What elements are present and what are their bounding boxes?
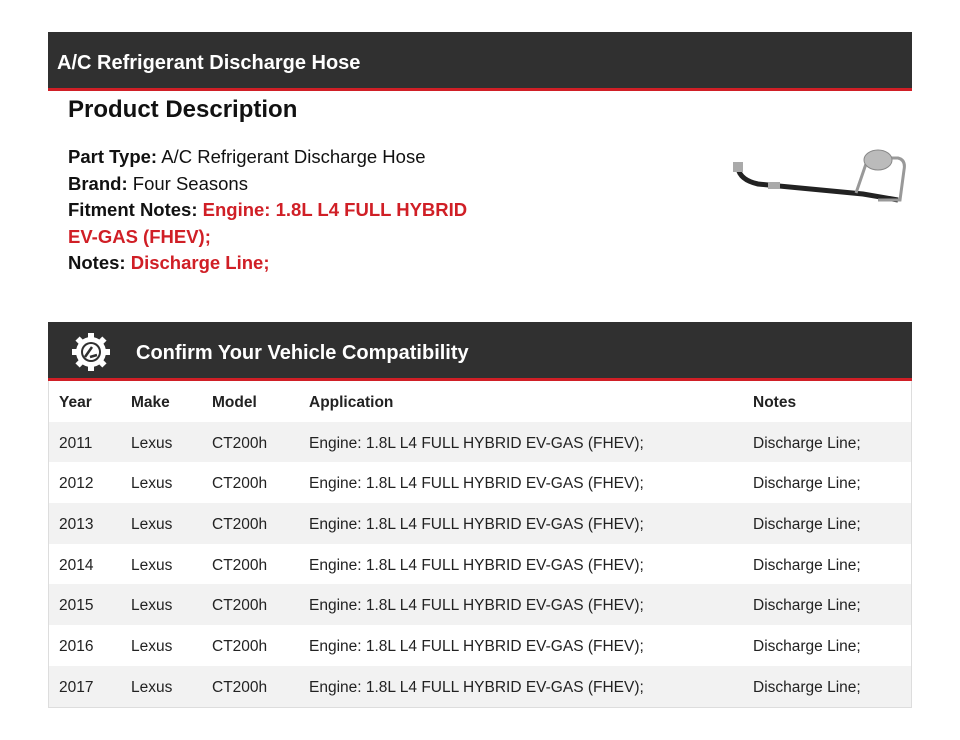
notes-line: Notes: Discharge Line; xyxy=(68,250,468,277)
cell-model: CT200h xyxy=(212,678,268,696)
cell-notes: Discharge Line; xyxy=(753,516,861,534)
cell-make: Lexus xyxy=(131,678,173,696)
cell-model: CT200h xyxy=(212,475,268,493)
cell-application: Engine: 1.8L L4 FULL HYBRID EV-GAS (FHEV… xyxy=(309,597,644,615)
col-application: Application xyxy=(309,394,394,411)
cell-notes: Discharge Line; xyxy=(753,638,861,656)
cell-year: 2017 xyxy=(59,678,94,696)
fitment-line: Fitment Notes: Engine: 1.8L L4 FULL HYBR… xyxy=(68,197,468,250)
cell-notes: Discharge Line; xyxy=(753,597,861,615)
col-make: Make xyxy=(131,394,170,411)
part-type-label: Part Type: xyxy=(68,146,158,167)
table-row: 2016 Lexus CT200h Engine: 1.8L L4 FULL HYBR… xyxy=(49,625,911,666)
col-year: Year xyxy=(59,394,92,411)
cell-application: Engine: 1.8L L4 FULL HYBRID EV-GAS (FHEV… xyxy=(309,434,644,452)
cell-make: Lexus xyxy=(131,516,173,534)
product-title: A/C Refrigerant Discharge Hose xyxy=(57,52,361,74)
cell-make: Lexus xyxy=(131,475,173,493)
product-image xyxy=(733,149,906,203)
cell-notes: Discharge Line; xyxy=(753,434,861,452)
table-header: Year Make Model Application Notes xyxy=(49,381,911,422)
table-row: 2012 Lexus CT200h Engine: 1.8L L4 FULL HYBR… xyxy=(49,462,911,503)
col-notes: Notes xyxy=(753,394,797,411)
notes-value: Discharge Line; xyxy=(130,252,270,273)
cell-application: Engine: 1.8L L4 FULL HYBRID EV-GAS (FHEV… xyxy=(309,556,644,574)
cell-year: 2015 xyxy=(59,597,94,615)
cell-make: Lexus xyxy=(131,434,173,452)
col-model: Model xyxy=(212,394,257,411)
compatibility-title: Confirm Your Vehicle Compatibility xyxy=(136,342,469,364)
cell-model: CT200h xyxy=(212,597,268,615)
compatibility-bar: Confirm Your Vehicle Compatibility xyxy=(48,322,912,381)
cell-notes: Discharge Line; xyxy=(753,678,861,696)
notes-label: Notes: xyxy=(68,252,126,273)
table-row: 2014 Lexus CT200h Engine: 1.8L L4 FULL HYBR… xyxy=(49,544,911,585)
description-heading: Product Description xyxy=(68,96,298,123)
part-type-line: Part Type: A/C Refrigerant Discharge Hos… xyxy=(68,144,468,171)
cell-make: Lexus xyxy=(131,556,173,574)
cell-year: 2011 xyxy=(59,434,93,452)
cell-model: CT200h xyxy=(212,556,268,574)
table-row: 2011 Lexus CT200h Engine: 1.8L L4 FULL HYBR… xyxy=(49,421,911,463)
cell-make: Lexus xyxy=(131,638,173,656)
cell-model: CT200h xyxy=(212,516,268,534)
cell-model: CT200h xyxy=(212,638,268,656)
cell-year: 2013 xyxy=(59,516,94,534)
table-row: 2013 Lexus CT200h Engine: 1.8L L4 FULL HYBR… xyxy=(49,503,911,544)
cell-application: Engine: 1.8L L4 FULL HYBRID EV-GAS (FHEV… xyxy=(309,516,644,534)
cell-model: CT200h xyxy=(212,434,268,452)
cell-year: 2014 xyxy=(59,556,94,574)
product-description: Product Description Part Type: A/C Refri… xyxy=(68,96,468,277)
compatibility-table: Year Make Model Application Notes 2011 Le… xyxy=(48,381,912,708)
fitment-value: Engine: 1.8L L4 FULL HYBRID EV-GAS (FHEV… xyxy=(68,199,468,247)
cell-application: Engine: 1.8L L4 FULL HYBRID EV-GAS (FHEV… xyxy=(309,475,644,493)
part-type-value: A/C Refrigerant Discharge Hose xyxy=(161,146,426,167)
cell-year: 2012 xyxy=(59,475,94,493)
cell-application: Engine: 1.8L L4 FULL HYBRID EV-GAS (FHEV… xyxy=(309,678,644,696)
product-title-bar: A/C Refrigerant Discharge Hose xyxy=(48,32,912,91)
table-row: 2015 Lexus CT200h Engine: 1.8L L4 FULL HYBR… xyxy=(49,584,911,626)
brand-value: Four Seasons xyxy=(132,172,248,194)
cell-notes: Discharge Line; xyxy=(753,475,861,493)
brand-line: Brand: Four Seasons xyxy=(68,171,468,198)
brand-label: Brand: xyxy=(68,172,128,194)
cell-year: 2016 xyxy=(59,638,94,656)
fitment-label: Fitment Notes: xyxy=(68,199,198,220)
table-row: 2017 Lexus CT200h Engine: 1.8L L4 FULL HYBR… xyxy=(49,665,911,707)
cell-make: Lexus xyxy=(131,597,173,615)
gear-car-icon xyxy=(72,333,110,371)
cell-notes: Discharge Line; xyxy=(753,556,861,574)
cell-application: Engine: 1.8L L4 FULL HYBRID EV-GAS (FHEV… xyxy=(309,638,644,656)
